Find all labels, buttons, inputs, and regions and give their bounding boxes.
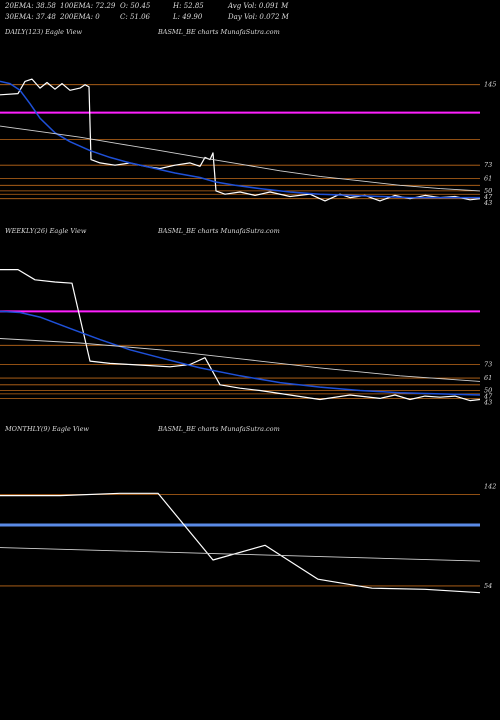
series-line-0: [0, 269, 481, 402]
indicator-row2-2: C: 51.06: [120, 13, 151, 21]
monthly-panel: MONTHLY(9) Eagle View BASML_BE charts Mun…: [0, 425, 496, 594]
tick-label: 43: [483, 398, 492, 406]
tick-label: 145: [484, 81, 496, 89]
indicator-row1-2: O: 50.45: [120, 2, 151, 10]
tick-label: 47: [483, 193, 493, 201]
tick-label: 73: [484, 360, 492, 368]
tick-label: 54: [484, 582, 492, 590]
tick-label: 73: [484, 161, 492, 169]
panel-source: BASML_BE charts MunafaSutra.com: [157, 425, 280, 433]
panel-source: BASML_BE charts MunafaSutra.com: [157, 227, 280, 235]
indicator-header: 20EMA: 38.58 100EMA: 72.29 O: 50.45 H: 52.8…: [4, 2, 290, 21]
series-line-0: [0, 492, 481, 594]
panel-source: BASML_BE charts MunafaSutra.com: [157, 28, 280, 36]
indicator-row2-3: L: 49.90: [172, 13, 203, 21]
panel-title: MONTHLY(9) Eagle View: [4, 425, 89, 433]
indicator-row1-1: 100EMA: 72.29: [60, 2, 116, 10]
series-line-1: [0, 547, 481, 562]
tick-label: 61: [484, 175, 492, 183]
indicator-row2-0: 30EMA: 37.48: [5, 13, 56, 21]
tick-label: 50: [484, 386, 492, 394]
indicator-row2-1: 200EMA: 0: [59, 13, 100, 21]
indicator-row2-4: Day Vol: 0.072 M: [227, 13, 290, 21]
indicator-row1-3: H: 52.85: [172, 2, 204, 10]
daily-panel: DAILY(123) Eagle View BASML_BE charts Mun…: [0, 28, 496, 207]
series-line-1: [0, 310, 481, 396]
panel-title: DAILY(123) Eagle View: [4, 28, 82, 36]
series-line-1: [0, 80, 480, 199]
tick-label: 43: [483, 199, 492, 207]
series-line-2: [0, 338, 481, 382]
tick-label: 142: [484, 483, 496, 491]
series-line-0: [0, 78, 481, 202]
panel-title: WEEKLY(26) Eagle View: [5, 227, 87, 235]
tick-label: 61: [484, 374, 492, 382]
weekly-panel: WEEKLY(26) Eagle View BASML_BE charts Mun…: [0, 227, 493, 406]
indicator-row1-4: Avg Vol: 0.091 M: [227, 2, 289, 10]
tick-label: 50: [484, 187, 492, 195]
tick-label: 47: [483, 392, 493, 400]
indicator-row1-0: 20EMA: 38.58: [4, 2, 56, 10]
series-line-2: [0, 125, 481, 192]
